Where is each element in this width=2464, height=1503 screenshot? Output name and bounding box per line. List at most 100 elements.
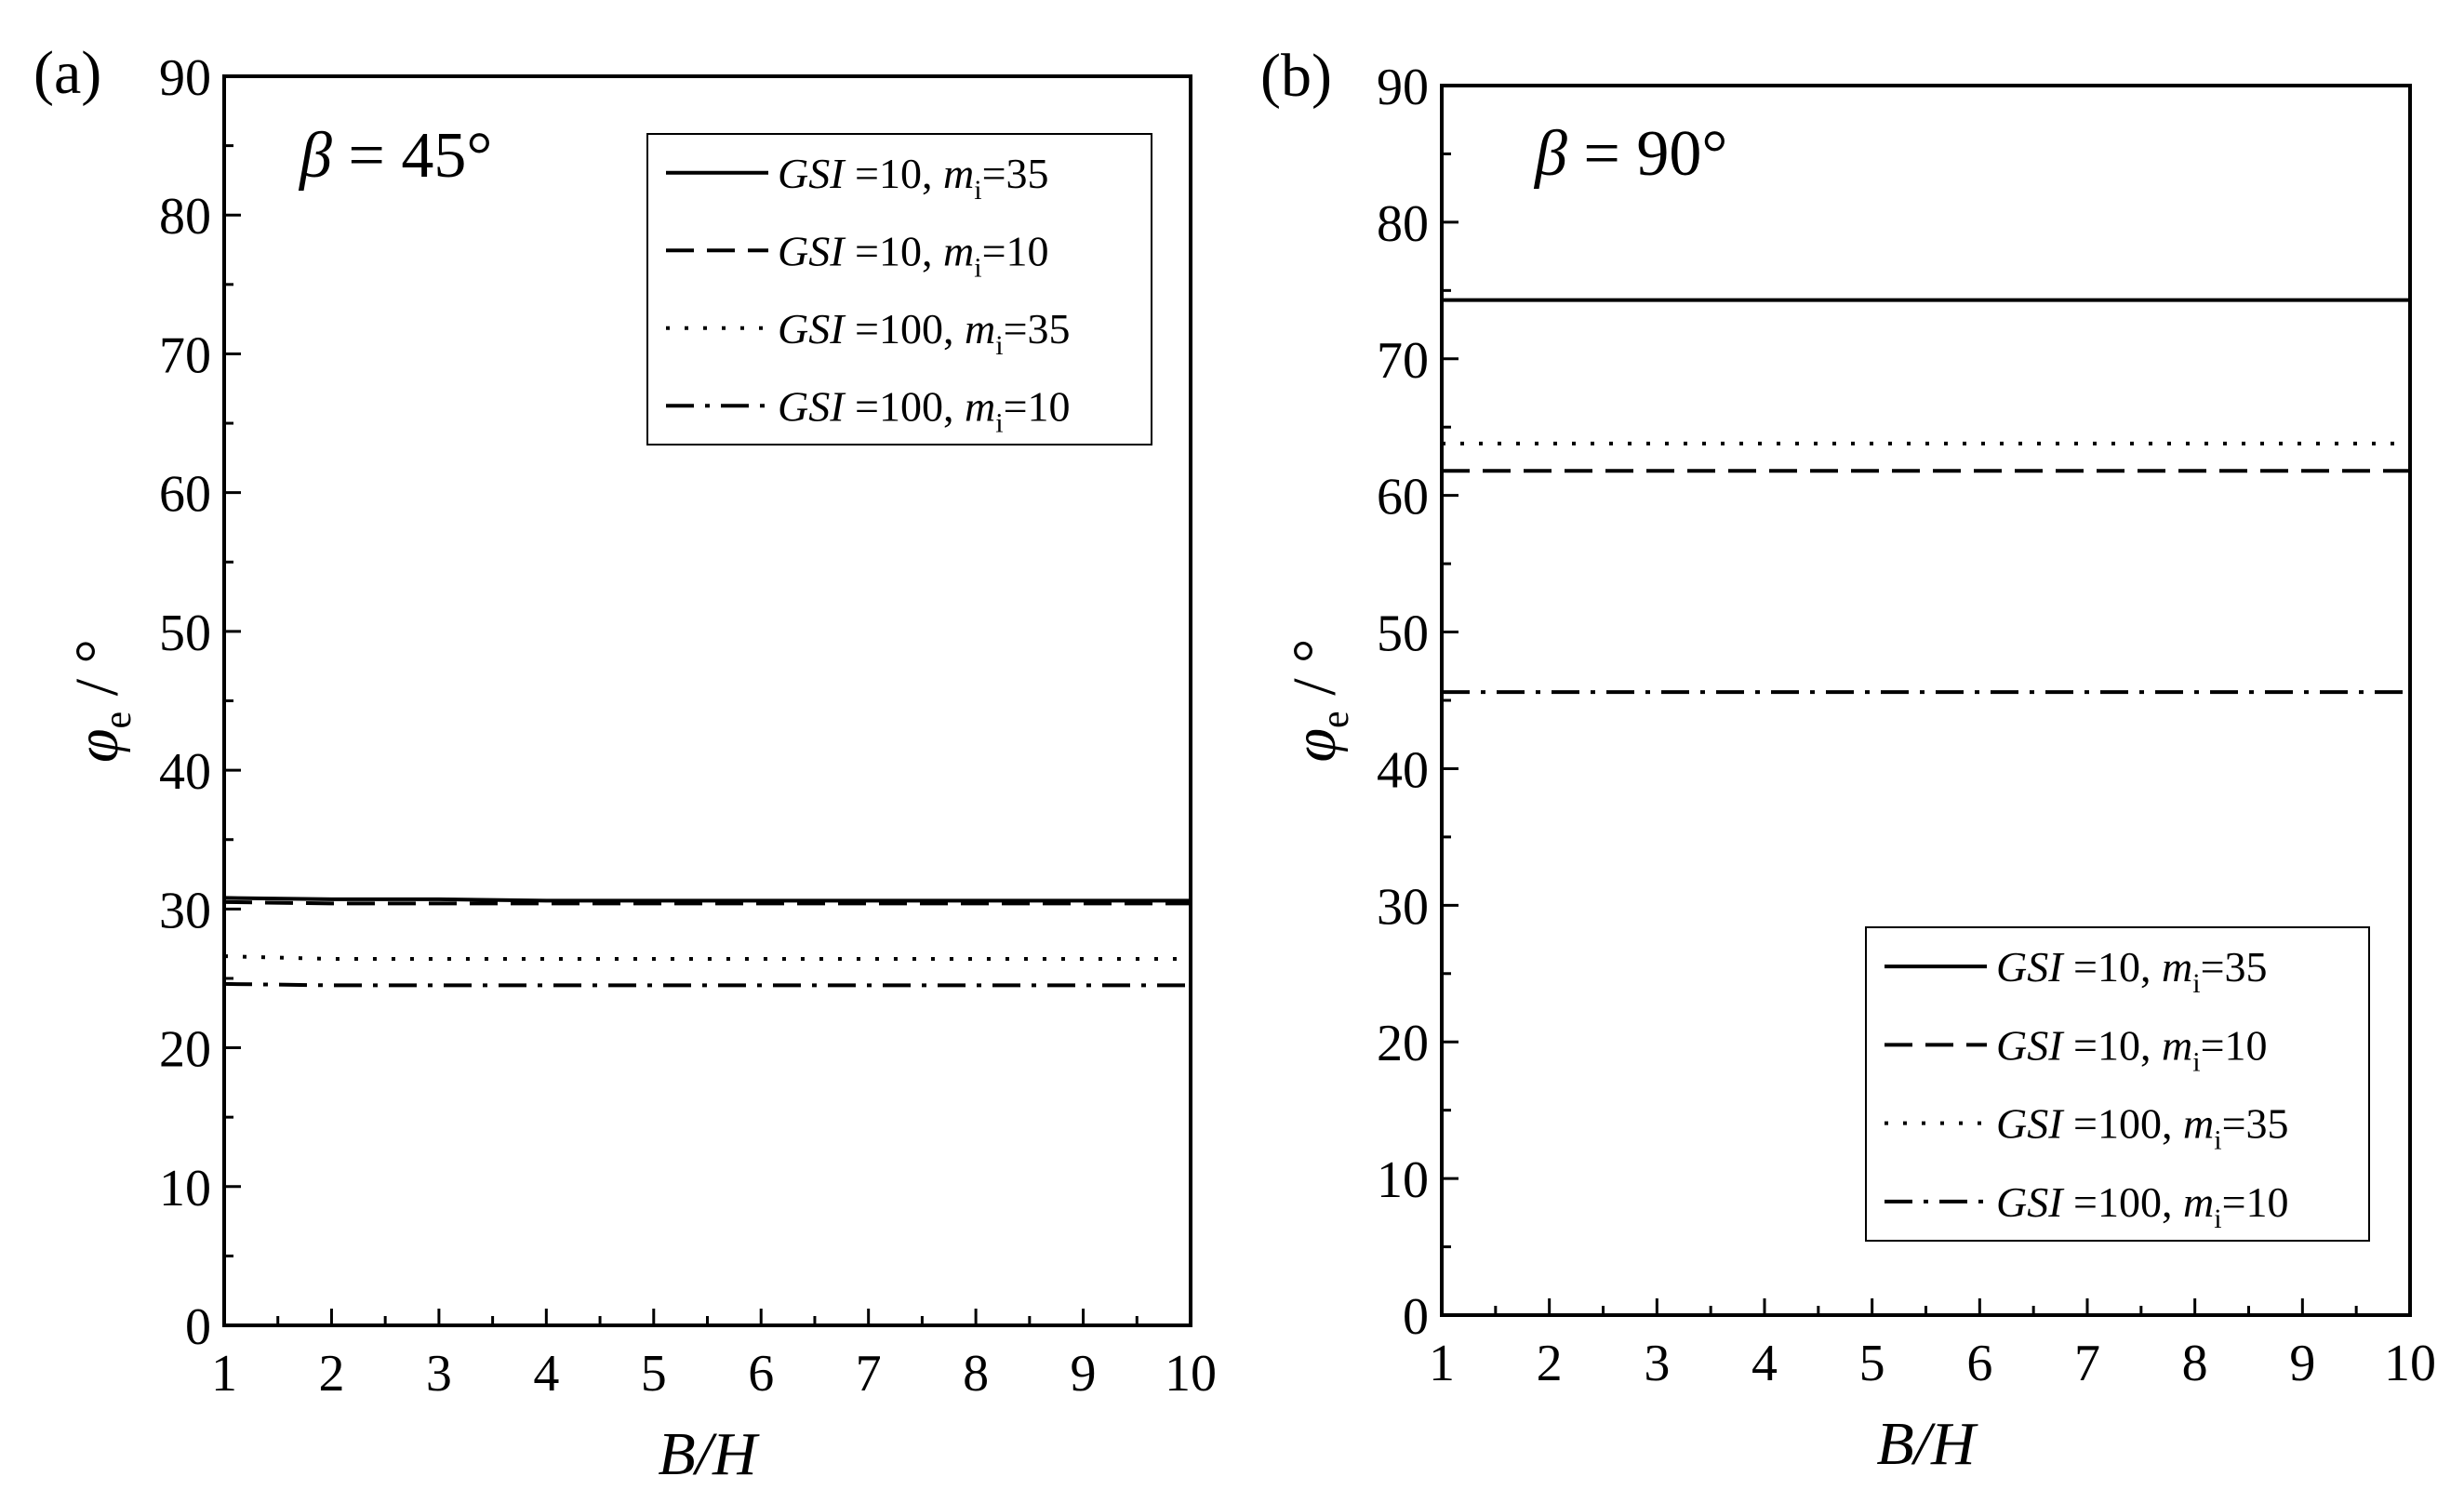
legend-m-subscript: i — [974, 252, 981, 283]
y-tick-label: 30 — [1377, 878, 1429, 936]
legend-entry-3: GSI =100, mi=35 — [778, 305, 1071, 361]
legend-m-symbol: m — [2162, 943, 2192, 991]
series-line-1 — [223, 896, 1191, 903]
x-tick-label: 1 — [211, 1345, 237, 1403]
y-tick-label: 70 — [159, 326, 211, 384]
legend-m-value: =10 — [2201, 1021, 2268, 1069]
legend-gsi-symbol: GSI — [778, 382, 846, 430]
y-tick-label: 70 — [1377, 332, 1429, 390]
legend-m-symbol: m — [965, 305, 995, 352]
legend-m-value: =10 — [982, 227, 1049, 274]
y-tick-label: 80 — [159, 188, 211, 246]
x-tick-label: 3 — [426, 1345, 452, 1403]
y-tick-label: 30 — [159, 882, 211, 939]
x-tick-label: 8 — [963, 1345, 989, 1403]
y-axis-title: φe / ° — [63, 639, 140, 763]
series-line-2 — [223, 899, 1191, 906]
y-tick-label: 90 — [159, 49, 211, 107]
y-tick-label: 50 — [159, 605, 211, 662]
angle-annotation-symbol: β — [1533, 118, 1567, 190]
legend-m-value: =10 — [1004, 382, 1071, 430]
legend-m-value: =35 — [1004, 305, 1071, 352]
y-tick-label: 40 — [159, 743, 211, 801]
y-tick-label: 50 — [1377, 605, 1429, 663]
y-tick-label: 80 — [1377, 195, 1429, 253]
legend-entry-4: GSI =100, mi=10 — [1996, 1178, 2289, 1234]
legend-m-value: =35 — [2222, 1100, 2289, 1148]
x-tick-label: 6 — [1966, 1335, 1992, 1392]
legend-box — [646, 133, 1152, 446]
legend-m-subscript: i — [995, 407, 1003, 438]
x-axis-title: B/H — [658, 1420, 760, 1488]
legend-gsi-value: =100, — [845, 382, 965, 430]
y-axis-title-unit: / ° — [63, 639, 131, 712]
y-axis-title-subscript: e — [97, 712, 140, 729]
y-tick-label: 0 — [185, 1298, 211, 1356]
angle-annotation-value: = 45° — [332, 120, 492, 192]
y-axis-title: φe / ° — [1281, 639, 1357, 763]
legend-gsi-value: =10, — [2063, 1021, 2162, 1069]
x-tick-label: 6 — [748, 1345, 774, 1403]
y-tick-label: 60 — [1377, 469, 1429, 526]
y-tick-label: 10 — [1377, 1151, 1429, 1209]
x-tick-label: 5 — [1859, 1335, 1885, 1392]
legend-gsi-value: =100, — [2063, 1178, 2183, 1226]
legend-m-value: =35 — [2201, 943, 2268, 991]
legend-gsi-value: =10, — [845, 227, 943, 274]
y-axis-title-unit: / ° — [1281, 639, 1349, 712]
legend-m-symbol: m — [943, 150, 974, 197]
y-tick-label: 20 — [1377, 1015, 1429, 1072]
y-axis-title-symbol: φ — [1281, 728, 1349, 763]
legend-m-subscript: i — [2192, 968, 2200, 999]
legend-entry-2: GSI =10, mi=10 — [778, 227, 1049, 283]
legend-m-value: =10 — [2222, 1178, 2289, 1226]
x-tick-label: 2 — [318, 1345, 344, 1403]
chart-panel-a: 1 2 3 4 5 6 7 8 9 10 0 10 20 30 40 50 60 70 80 90 B/H φe / ° (… — [33, 39, 1217, 1488]
panel-label: (b) — [1260, 42, 1332, 110]
y-tick-label: 90 — [1377, 59, 1429, 116]
y-tick-label: 10 — [159, 1160, 211, 1217]
legend-gsi-symbol: GSI — [778, 227, 846, 274]
legend-gsi-value: =100, — [2063, 1100, 2183, 1148]
y-axis-title-symbol: φ — [63, 728, 131, 763]
angle-annotation-symbol: β — [298, 120, 332, 192]
legend-gsi-symbol: GSI — [1996, 1021, 2065, 1069]
x-tick-label: 7 — [2074, 1335, 2100, 1392]
legend-m-value: =35 — [982, 150, 1049, 197]
y-tick-label: 0 — [1403, 1288, 1429, 1346]
legend-box — [1865, 926, 2370, 1242]
legend-entry-1: GSI =10, mi=35 — [1996, 943, 2268, 999]
legend-gsi-symbol: GSI — [1996, 1100, 2065, 1148]
legend-m-subscript: i — [974, 175, 981, 206]
x-tick-label: 1 — [1429, 1335, 1455, 1392]
y-tick-label: 20 — [159, 1021, 211, 1079]
y-tick-label: 60 — [159, 466, 211, 524]
legend-gsi-value: =100, — [845, 305, 965, 352]
y-axis-title-subscript: e — [1314, 711, 1357, 728]
legend-entry-2: GSI =10, mi=10 — [1996, 1021, 2268, 1077]
x-tick-label: 10 — [2384, 1335, 2436, 1392]
angle-annotation: β = 90° — [1533, 118, 1727, 190]
legend-gsi-symbol: GSI — [1996, 1178, 2065, 1226]
legend-entry-4: GSI =100, mi=10 — [778, 382, 1071, 438]
x-tick-label: 9 — [2289, 1335, 2315, 1392]
x-tick-label: 9 — [1071, 1345, 1097, 1403]
legend-m-symbol: m — [943, 227, 974, 274]
legend-entry-1: GSI =10, mi=35 — [778, 150, 1049, 206]
legend-m-symbol: m — [2183, 1178, 2214, 1226]
legend-gsi-symbol: GSI — [1996, 943, 2065, 991]
x-tick-label: 7 — [856, 1345, 882, 1403]
legend-gsi-symbol: GSI — [778, 150, 846, 197]
x-tick-label: 8 — [2182, 1335, 2208, 1392]
legend-gsi-value: =10, — [2063, 943, 2162, 991]
legend-m-subscript: i — [2214, 1204, 2221, 1234]
panel-label: (a) — [33, 39, 101, 107]
y-tick-label: 40 — [1377, 741, 1429, 799]
angle-annotation: β = 45° — [298, 120, 492, 192]
legend-m-subscript: i — [2192, 1046, 2200, 1077]
legend-m-subscript: i — [995, 330, 1003, 361]
legend-m-symbol: m — [2162, 1021, 2192, 1069]
